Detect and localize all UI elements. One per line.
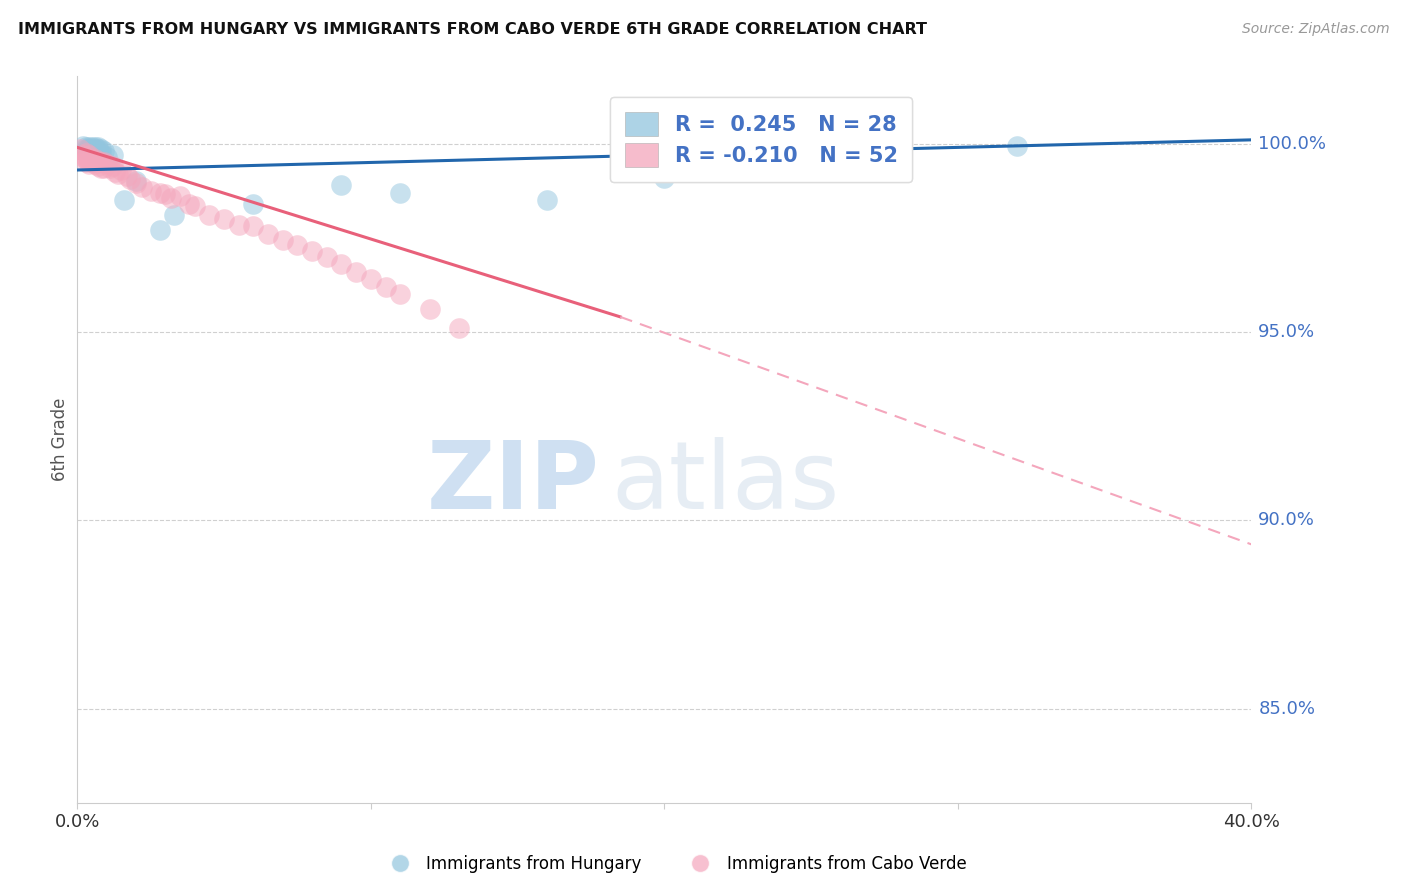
Point bbox=[148, 223, 170, 237]
Text: 90.0%: 90.0% bbox=[1258, 511, 1315, 529]
Point bbox=[87, 146, 110, 161]
Point bbox=[72, 138, 94, 153]
Point bbox=[139, 184, 162, 198]
Point bbox=[80, 140, 103, 154]
Point bbox=[90, 155, 112, 169]
Point bbox=[271, 233, 294, 247]
Point bbox=[360, 272, 382, 286]
Point bbox=[72, 150, 94, 164]
Point bbox=[344, 265, 367, 279]
Point bbox=[101, 148, 124, 162]
Point bbox=[536, 193, 558, 207]
Point bbox=[75, 152, 97, 166]
Point bbox=[155, 187, 177, 202]
Point bbox=[107, 167, 129, 181]
Point bbox=[110, 163, 132, 178]
Text: atlas: atlas bbox=[612, 437, 839, 529]
Point bbox=[242, 197, 264, 211]
Point bbox=[652, 170, 676, 185]
Point bbox=[69, 142, 91, 156]
Text: 100.0%: 100.0% bbox=[1258, 135, 1326, 153]
Point bbox=[183, 199, 207, 213]
Point bbox=[75, 140, 97, 154]
Point bbox=[90, 146, 112, 161]
Point bbox=[1005, 138, 1028, 153]
Point bbox=[77, 153, 100, 168]
Point bbox=[96, 150, 118, 164]
Point bbox=[80, 155, 103, 169]
Point bbox=[90, 142, 112, 156]
Point bbox=[87, 159, 110, 173]
Point bbox=[257, 227, 280, 241]
Point bbox=[242, 219, 264, 234]
Legend: R =  0.245   N = 28, R = -0.210   N = 52: R = 0.245 N = 28, R = -0.210 N = 52 bbox=[610, 97, 912, 182]
Point bbox=[315, 250, 337, 264]
Point bbox=[84, 152, 107, 166]
Point bbox=[98, 161, 121, 175]
Point bbox=[374, 279, 396, 293]
Text: Source: ZipAtlas.com: Source: ZipAtlas.com bbox=[1241, 22, 1389, 37]
Point bbox=[77, 157, 100, 171]
Point bbox=[93, 161, 115, 175]
Point bbox=[84, 140, 107, 154]
Point bbox=[77, 148, 100, 162]
Point bbox=[160, 191, 183, 205]
Point bbox=[75, 146, 97, 161]
Point bbox=[169, 189, 191, 203]
Point bbox=[75, 155, 97, 169]
Point bbox=[330, 178, 353, 192]
Point bbox=[87, 153, 110, 168]
Point bbox=[198, 208, 221, 222]
Point bbox=[87, 140, 110, 154]
Point bbox=[120, 172, 142, 186]
Point bbox=[115, 169, 138, 183]
Point bbox=[87, 142, 110, 156]
Point bbox=[148, 186, 170, 200]
Point bbox=[131, 180, 153, 194]
Point bbox=[93, 144, 115, 158]
Point bbox=[84, 146, 107, 161]
Point bbox=[84, 157, 107, 171]
Point bbox=[125, 174, 148, 188]
Point bbox=[72, 148, 94, 162]
Point bbox=[101, 159, 124, 173]
Point bbox=[75, 142, 97, 156]
Point bbox=[80, 144, 103, 158]
Text: 85.0%: 85.0% bbox=[1258, 699, 1316, 718]
Point bbox=[77, 142, 100, 156]
Point bbox=[228, 218, 250, 232]
Legend: Immigrants from Hungary, Immigrants from Cabo Verde: Immigrants from Hungary, Immigrants from… bbox=[377, 848, 973, 880]
Point bbox=[125, 176, 148, 190]
Text: ZIP: ZIP bbox=[427, 437, 600, 529]
Point bbox=[447, 321, 470, 335]
Point bbox=[389, 287, 412, 301]
Point bbox=[163, 208, 186, 222]
Point bbox=[330, 257, 353, 271]
Point bbox=[287, 238, 309, 252]
Text: IMMIGRANTS FROM HUNGARY VS IMMIGRANTS FROM CABO VERDE 6TH GRADE CORRELATION CHAR: IMMIGRANTS FROM HUNGARY VS IMMIGRANTS FR… bbox=[18, 22, 928, 37]
Point bbox=[77, 140, 100, 154]
Point bbox=[112, 193, 135, 207]
Point bbox=[419, 302, 441, 317]
Point bbox=[96, 157, 118, 171]
Point bbox=[90, 161, 112, 175]
Point bbox=[177, 197, 200, 211]
Point bbox=[80, 152, 103, 166]
Text: 95.0%: 95.0% bbox=[1258, 323, 1316, 341]
Point bbox=[389, 186, 412, 200]
Point bbox=[93, 155, 115, 169]
Point bbox=[212, 211, 235, 226]
Point bbox=[301, 244, 323, 258]
Y-axis label: 6th Grade: 6th Grade bbox=[51, 398, 69, 481]
Point bbox=[104, 165, 127, 179]
Point bbox=[84, 142, 107, 156]
